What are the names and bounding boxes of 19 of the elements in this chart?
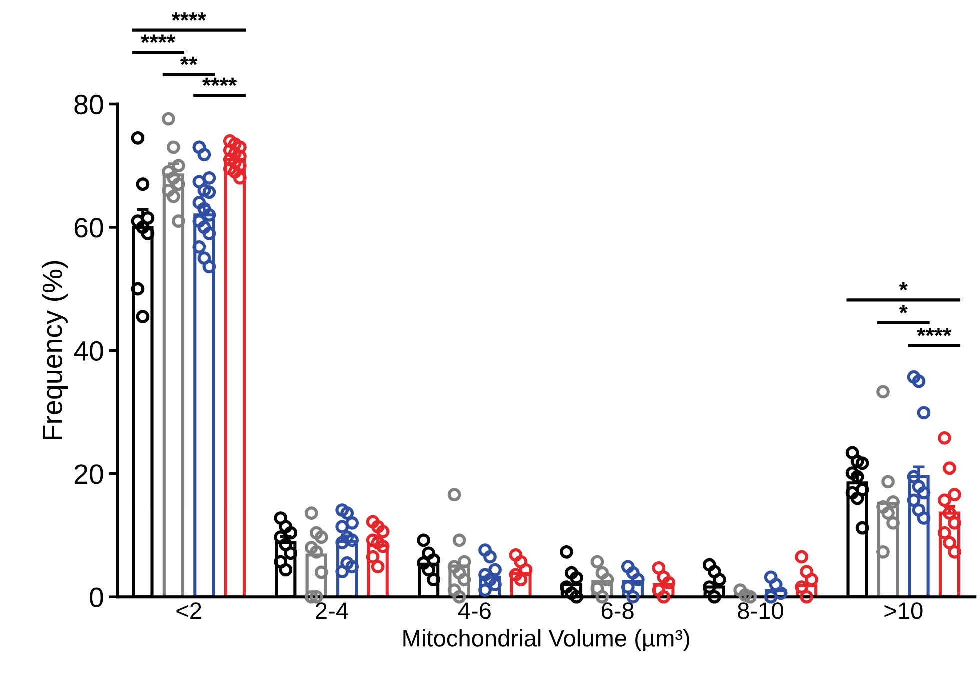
text: **** <box>202 78 238 86</box>
y-tick-label: 40 <box>74 341 104 362</box>
x-tick-label: 2-4 <box>316 602 348 620</box>
x-axis-title: Mitochondrial Volume (µm³) <box>404 630 690 652</box>
x-tick-label: 6-8 <box>602 602 634 620</box>
x-tick-label: 8-10 <box>738 602 784 620</box>
y-tick-label: 0 <box>90 588 104 608</box>
y-tick-label: 20 <box>74 464 104 484</box>
x-tick-label: <2 <box>176 602 202 620</box>
y-axis-title: Frequency (%) <box>42 261 68 440</box>
annotation: **** <box>917 328 952 336</box>
x-tick-label: >10 <box>884 602 923 620</box>
text: ** <box>180 56 198 66</box>
annotation: ** <box>899 282 908 314</box>
text: **** <box>172 12 206 21</box>
text: **** <box>141 34 176 44</box>
y-tick-label: 60 <box>74 218 104 238</box>
y-tick-label: 80 <box>74 94 104 115</box>
x-tick-label: 4-6 <box>458 602 491 620</box>
